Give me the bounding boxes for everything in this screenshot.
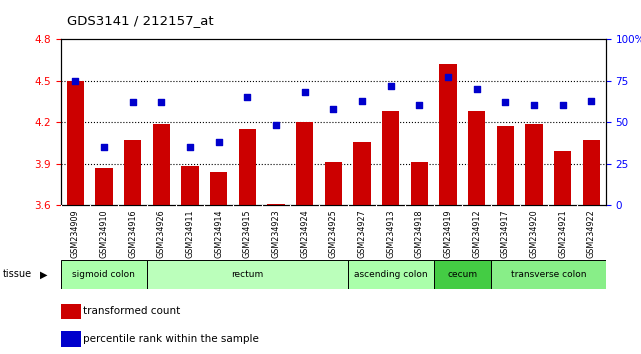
Bar xyxy=(554,151,571,205)
Text: GSM234918: GSM234918 xyxy=(415,210,424,258)
Text: ascending colon: ascending colon xyxy=(354,270,428,279)
Point xyxy=(328,106,338,112)
Text: ▶: ▶ xyxy=(40,269,48,279)
Point xyxy=(529,103,539,108)
Text: sigmoid colon: sigmoid colon xyxy=(72,270,135,279)
Point xyxy=(357,98,367,103)
Text: GSM234915: GSM234915 xyxy=(243,210,252,258)
Bar xyxy=(347,260,434,289)
Point xyxy=(271,122,281,128)
Bar xyxy=(153,124,170,205)
Bar xyxy=(325,162,342,205)
Text: cecum: cecum xyxy=(447,270,478,279)
Text: GSM234926: GSM234926 xyxy=(157,210,166,258)
Text: GSM234922: GSM234922 xyxy=(587,210,596,258)
Text: tissue: tissue xyxy=(3,269,32,279)
Point xyxy=(242,94,253,100)
Text: GSM234911: GSM234911 xyxy=(185,210,194,258)
Text: GSM234920: GSM234920 xyxy=(529,210,538,258)
Point xyxy=(99,144,109,150)
Text: GSM234921: GSM234921 xyxy=(558,210,567,258)
Point xyxy=(587,98,597,103)
Bar xyxy=(238,129,256,205)
Bar xyxy=(147,260,347,289)
Point xyxy=(128,99,138,105)
Bar xyxy=(434,260,491,289)
Bar xyxy=(583,140,600,205)
Bar xyxy=(296,122,313,205)
Bar xyxy=(181,166,199,205)
Text: GSM234917: GSM234917 xyxy=(501,210,510,258)
Bar xyxy=(210,172,227,205)
Text: GDS3141 / 212157_at: GDS3141 / 212157_at xyxy=(67,14,214,27)
Bar xyxy=(353,142,370,205)
Point xyxy=(443,74,453,80)
Bar xyxy=(267,204,285,205)
Bar xyxy=(468,111,485,205)
Text: GSM234919: GSM234919 xyxy=(444,210,453,258)
Bar xyxy=(382,111,399,205)
Bar xyxy=(497,126,514,205)
Point xyxy=(472,86,482,92)
Text: GSM234910: GSM234910 xyxy=(99,210,108,258)
Point xyxy=(299,89,310,95)
Text: GSM234912: GSM234912 xyxy=(472,210,481,258)
Text: GSM234914: GSM234914 xyxy=(214,210,223,258)
Point xyxy=(385,83,395,88)
Bar xyxy=(96,168,113,205)
Text: GSM234909: GSM234909 xyxy=(71,210,79,258)
Text: transformed count: transformed count xyxy=(83,307,180,316)
Text: GSM234925: GSM234925 xyxy=(329,210,338,258)
Bar xyxy=(411,162,428,205)
Bar xyxy=(526,124,543,205)
Bar xyxy=(440,64,456,205)
Bar xyxy=(491,260,606,289)
Text: GSM234916: GSM234916 xyxy=(128,210,137,258)
Point xyxy=(213,139,224,145)
Text: GSM234923: GSM234923 xyxy=(272,210,281,258)
Text: rectum: rectum xyxy=(231,270,263,279)
Bar xyxy=(61,260,147,289)
Text: transverse colon: transverse colon xyxy=(511,270,586,279)
Text: percentile rank within the sample: percentile rank within the sample xyxy=(83,333,258,344)
Text: GSM234924: GSM234924 xyxy=(300,210,309,258)
Point xyxy=(500,99,510,105)
Point xyxy=(185,144,195,150)
Bar xyxy=(61,331,81,347)
Bar xyxy=(124,140,141,205)
Bar xyxy=(61,303,81,319)
Point xyxy=(156,99,167,105)
Bar xyxy=(67,80,84,205)
Point xyxy=(70,78,80,83)
Text: GSM234927: GSM234927 xyxy=(358,210,367,258)
Point xyxy=(414,103,424,108)
Point xyxy=(558,103,568,108)
Text: GSM234913: GSM234913 xyxy=(386,210,395,258)
